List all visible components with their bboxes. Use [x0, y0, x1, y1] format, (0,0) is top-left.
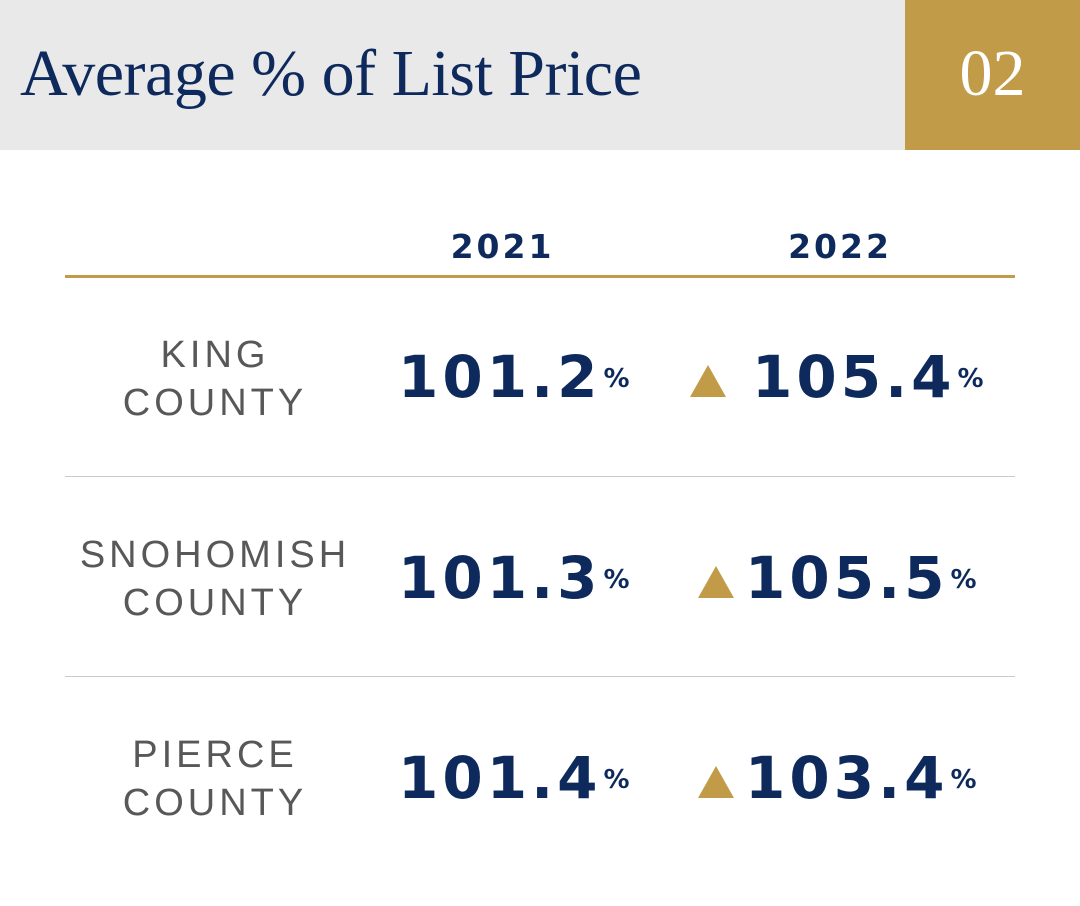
value-snohomish-2021: 101.3% [398, 543, 630, 613]
column-header-2021: 2021 [450, 227, 555, 266]
column-header-2022: 2022 [788, 227, 892, 266]
percent-sign: % [950, 765, 977, 795]
county-label-king: KING COUNTY [65, 331, 365, 427]
value-number: 101.2 [398, 343, 602, 411]
county-label-line1: KING [160, 334, 270, 376]
row-divider [65, 676, 1015, 677]
value-snohomish-2022: 105.5% [745, 543, 977, 613]
section-number: 02 [959, 37, 1026, 110]
header-rule [65, 275, 1015, 278]
county-label-line2: COUNTY [122, 382, 308, 424]
percent-sign: % [603, 364, 630, 394]
county-label-line2: COUNTY [122, 782, 308, 824]
value-king-2021: 101.2% [398, 342, 630, 412]
county-label-line1: SNOHOMISH [79, 534, 351, 576]
header-bar: Average % of List Price [0, 0, 905, 150]
triangle-up-icon [690, 365, 726, 397]
value-king-2022: 105.4% [752, 342, 984, 412]
percent-sign: % [957, 364, 984, 394]
value-number: 101.3 [398, 544, 602, 612]
value-number: 101.4 [398, 744, 602, 812]
value-number: 105.5 [745, 544, 949, 612]
percent-sign: % [603, 765, 630, 795]
row-divider [65, 476, 1015, 477]
county-label-snohomish: SNOHOMISH COUNTY [65, 531, 365, 627]
county-label-pierce: PIERCE COUNTY [65, 731, 365, 827]
section-badge: 02 [905, 0, 1080, 150]
value-pierce-2021: 101.4% [398, 743, 630, 813]
county-label-line2: COUNTY [122, 582, 308, 624]
page-title: Average % of List Price [20, 37, 642, 110]
percent-sign: % [950, 565, 977, 595]
value-number: 105.4 [752, 343, 956, 411]
triangle-up-icon [698, 566, 734, 598]
triangle-up-icon [698, 766, 734, 798]
percent-sign: % [603, 565, 630, 595]
value-number: 103.4 [745, 744, 949, 812]
county-label-line1: PIERCE [132, 734, 298, 776]
value-pierce-2022: 103.4% [745, 743, 977, 813]
